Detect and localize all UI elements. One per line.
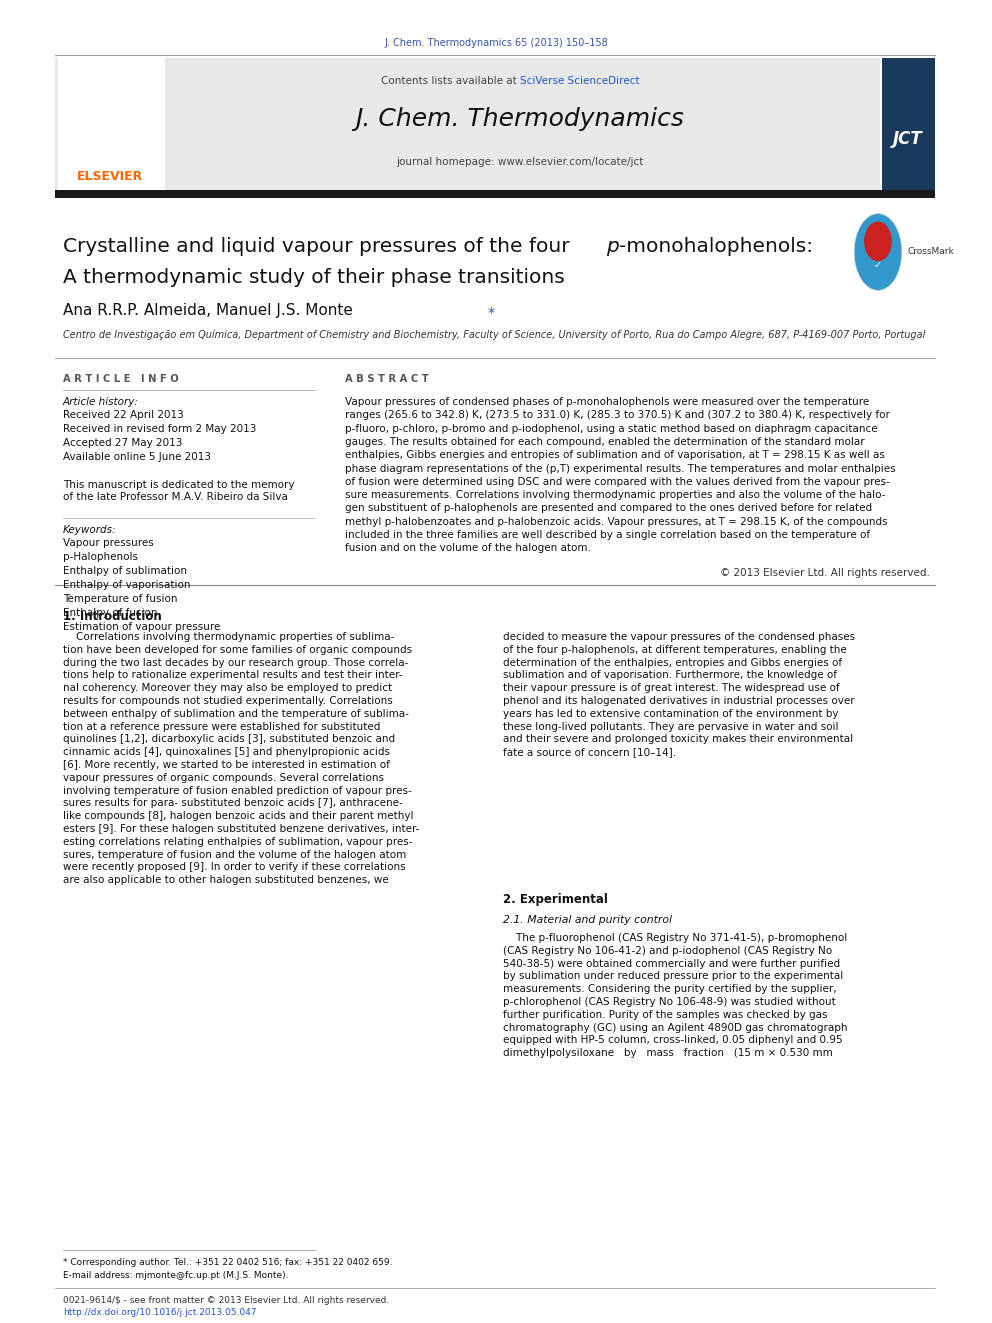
- Text: 2. Experimental: 2. Experimental: [503, 893, 608, 906]
- Text: ✓: ✓: [874, 261, 882, 270]
- Text: Received 22 April 2013: Received 22 April 2013: [63, 410, 184, 419]
- Text: J. Chem. Thermodynamics 65 (2013) 150–158: J. Chem. Thermodynamics 65 (2013) 150–15…: [384, 38, 608, 48]
- Text: Accepted 27 May 2013: Accepted 27 May 2013: [63, 438, 183, 448]
- Text: http://dx.doi.org/10.1016/j.jct.2013.05.047: http://dx.doi.org/10.1016/j.jct.2013.05.…: [63, 1308, 257, 1316]
- Text: © 2013 Elsevier Ltd. All rights reserved.: © 2013 Elsevier Ltd. All rights reserved…: [720, 568, 930, 578]
- Text: * Corresponding author. Tel.: +351 22 0402 516; fax: +351 22 0402 659.: * Corresponding author. Tel.: +351 22 04…: [63, 1258, 393, 1267]
- Text: A R T I C L E   I N F O: A R T I C L E I N F O: [63, 374, 179, 384]
- Text: A B S T R A C T: A B S T R A C T: [345, 374, 429, 384]
- Text: fusion and on the volume of the halogen atom.: fusion and on the volume of the halogen …: [345, 544, 591, 553]
- Text: ranges (265.6 to 342.8) K, (273.5 to 331.0) K, (285.3 to 370.5) K and (307.2 to : ranges (265.6 to 342.8) K, (273.5 to 331…: [345, 410, 890, 421]
- Text: Estimation of vapour pressure: Estimation of vapour pressure: [63, 622, 220, 632]
- Text: A thermodynamic study of their phase transitions: A thermodynamic study of their phase tra…: [63, 269, 564, 287]
- Text: The p-fluorophenol (CAS Registry No 371-41-5), p-bromophenol
(CAS Registry No 10: The p-fluorophenol (CAS Registry No 371-…: [503, 933, 847, 1058]
- Text: Centro de Investigação em Química, Department of Chemistry and Biochemistry, Fac: Centro de Investigação em Química, Depar…: [63, 329, 926, 340]
- Text: p-fluoro, p-chloro, p-bromo and p-iodophenol, using a static method based on dia: p-fluoro, p-chloro, p-bromo and p-iodoph…: [345, 423, 878, 434]
- Text: Correlations involving thermodynamic properties of sublima-
tion have been devel: Correlations involving thermodynamic pro…: [63, 632, 420, 885]
- Text: Contents lists available at: Contents lists available at: [381, 75, 520, 86]
- Text: Available online 5 June 2013: Available online 5 June 2013: [63, 452, 211, 462]
- Text: of fusion were determined using DSC and were compared with the values derived fr: of fusion were determined using DSC and …: [345, 476, 890, 487]
- Text: included in the three families are well described by a single correlation based : included in the three families are well …: [345, 531, 870, 540]
- Text: Article history:: Article history:: [63, 397, 139, 407]
- Text: *: *: [488, 306, 495, 320]
- Text: Received in revised form 2 May 2013: Received in revised form 2 May 2013: [63, 423, 256, 434]
- Bar: [55, 58, 880, 191]
- Text: decided to measure the vapour pressures of the condensed phases
of the four p-ha: decided to measure the vapour pressures …: [503, 632, 855, 757]
- Text: phase diagram representations of the (p,T) experimental results. The temperature: phase diagram representations of the (p,…: [345, 463, 896, 474]
- Text: sure measurements. Correlations involving thermodynamic properties and also the : sure measurements. Correlations involvin…: [345, 490, 886, 500]
- Ellipse shape: [854, 213, 902, 290]
- Text: Enthalpy of fusion: Enthalpy of fusion: [63, 609, 158, 618]
- Text: methyl p-halobenzoates and p-halobenzoic acids. Vapour pressures, at T = 298.15 : methyl p-halobenzoates and p-halobenzoic…: [345, 517, 888, 527]
- Text: -monohalophenols:: -monohalophenols:: [619, 237, 812, 255]
- Bar: [58, 58, 165, 191]
- Text: 1. Introduction: 1. Introduction: [63, 610, 162, 623]
- Text: JCT: JCT: [893, 130, 923, 148]
- Ellipse shape: [864, 221, 892, 261]
- Text: J. Chem. Thermodynamics: J. Chem. Thermodynamics: [355, 107, 684, 131]
- Text: p-Halophenols: p-Halophenols: [63, 552, 138, 562]
- Text: This manuscript is dedicated to the memory
of the late Professor M.A.V. Ribeiro : This manuscript is dedicated to the memo…: [63, 480, 295, 501]
- Text: Vapour pressures: Vapour pressures: [63, 538, 154, 548]
- Text: 2.1. Material and purity control: 2.1. Material and purity control: [503, 916, 672, 925]
- Text: Temperature of fusion: Temperature of fusion: [63, 594, 178, 605]
- Text: SciVerse ScienceDirect: SciVerse ScienceDirect: [520, 75, 640, 86]
- Text: p: p: [606, 237, 618, 255]
- Text: 0021-9614/$ - see front matter © 2013 Elsevier Ltd. All rights reserved.: 0021-9614/$ - see front matter © 2013 El…: [63, 1297, 389, 1304]
- Text: Ana R.R.P. Almeida, Manuel J.S. Monte: Ana R.R.P. Almeida, Manuel J.S. Monte: [63, 303, 358, 318]
- Text: enthalpies, Gibbs energies and entropies of sublimation and of vaporisation, at : enthalpies, Gibbs energies and entropies…: [345, 450, 885, 460]
- Text: gen substituent of p-halophenols are presented and compared to the ones derived : gen substituent of p-halophenols are pre…: [345, 503, 872, 513]
- Text: Enthalpy of sublimation: Enthalpy of sublimation: [63, 566, 187, 576]
- Text: journal homepage: www.elsevier.com/locate/jct: journal homepage: www.elsevier.com/locat…: [397, 157, 644, 167]
- Text: ELSEVIER: ELSEVIER: [76, 169, 143, 183]
- Text: Vapour pressures of condensed phases of p-monohalophenols were measured over the: Vapour pressures of condensed phases of …: [345, 397, 869, 407]
- Text: E-mail address: mjmonte@fc.up.pt (M.J.S. Monte).: E-mail address: mjmonte@fc.up.pt (M.J.S.…: [63, 1271, 289, 1279]
- Text: CrossMark: CrossMark: [908, 247, 954, 257]
- Text: Keywords:: Keywords:: [63, 525, 116, 534]
- Text: Crystalline and liquid vapour pressures of the four: Crystalline and liquid vapour pressures …: [63, 237, 576, 255]
- Bar: [882, 58, 935, 191]
- Bar: [55, 191, 935, 198]
- Text: Enthalpy of vaporisation: Enthalpy of vaporisation: [63, 579, 190, 590]
- Text: gauges. The results obtained for each compound, enabled the determination of the: gauges. The results obtained for each co…: [345, 437, 865, 447]
